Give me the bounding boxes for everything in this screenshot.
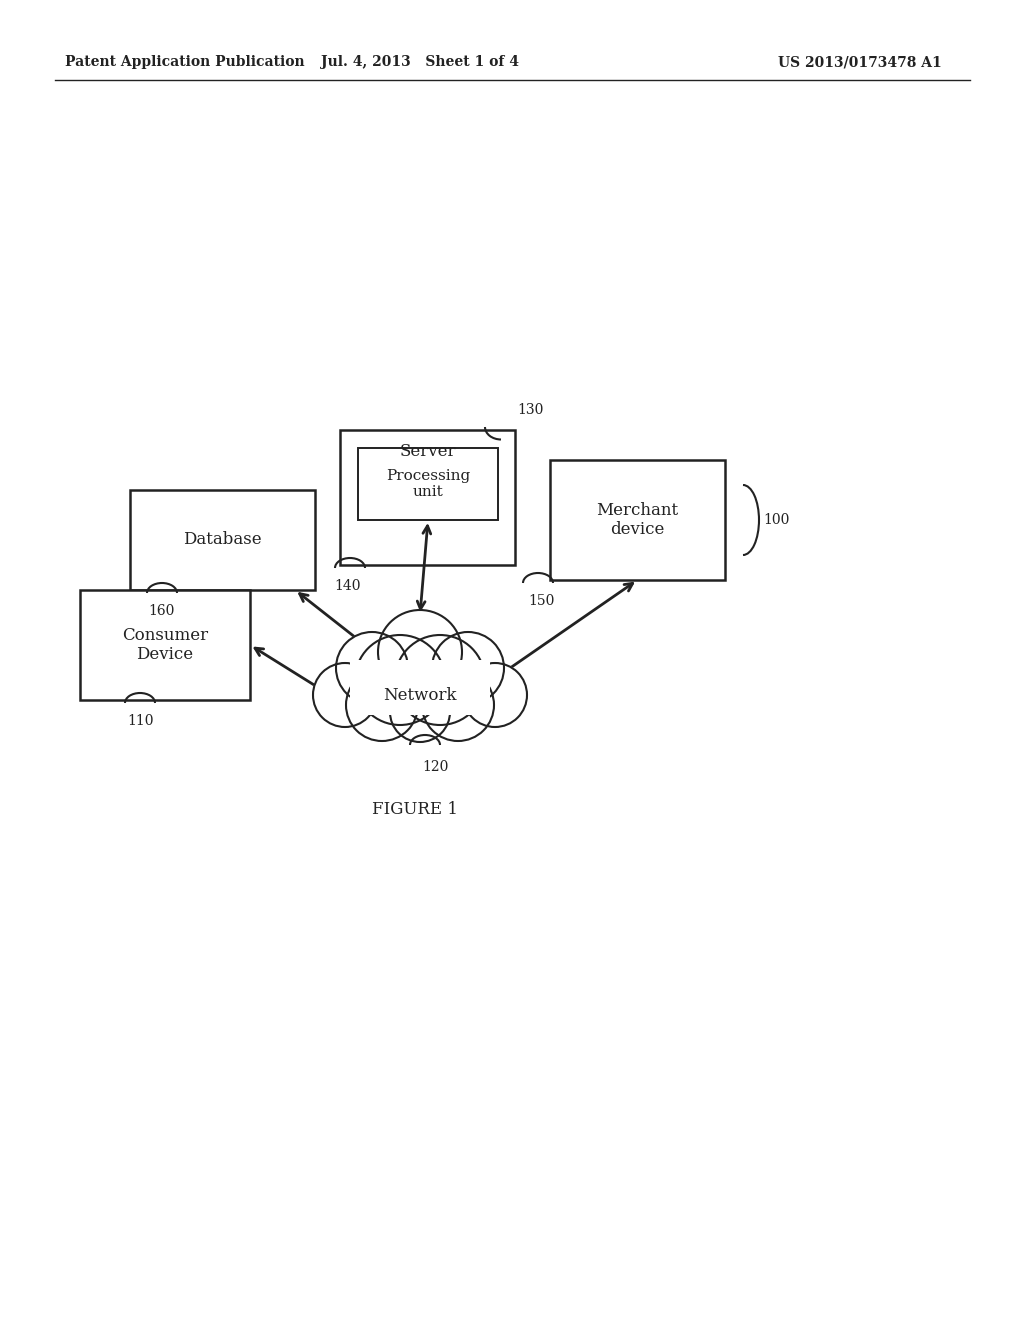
Text: Server: Server xyxy=(399,444,456,461)
Text: 100: 100 xyxy=(763,513,790,527)
Text: 150: 150 xyxy=(528,594,554,609)
Circle shape xyxy=(355,635,445,725)
Circle shape xyxy=(395,635,485,725)
Text: 140: 140 xyxy=(334,579,360,593)
Text: Database: Database xyxy=(183,532,262,549)
Bar xyxy=(550,459,725,579)
Text: Patent Application Publication: Patent Application Publication xyxy=(65,55,304,69)
Bar xyxy=(130,490,315,590)
Text: 110: 110 xyxy=(127,714,154,729)
Bar xyxy=(340,430,515,565)
Circle shape xyxy=(378,610,462,694)
Text: FIGURE 1: FIGURE 1 xyxy=(372,801,458,818)
Text: 120: 120 xyxy=(422,760,449,774)
Text: Consumer
Device: Consumer Device xyxy=(122,627,208,663)
Text: Jul. 4, 2013   Sheet 1 of 4: Jul. 4, 2013 Sheet 1 of 4 xyxy=(321,55,519,69)
Circle shape xyxy=(422,669,494,741)
Text: Processing
unit: Processing unit xyxy=(386,469,470,499)
Text: Network: Network xyxy=(383,686,457,704)
Circle shape xyxy=(432,632,504,704)
Circle shape xyxy=(313,663,377,727)
Bar xyxy=(80,590,250,700)
Bar xyxy=(358,447,498,520)
Text: US 2013/0173478 A1: US 2013/0173478 A1 xyxy=(778,55,942,69)
Circle shape xyxy=(390,682,450,742)
Circle shape xyxy=(463,663,527,727)
Circle shape xyxy=(346,669,418,741)
Text: 130: 130 xyxy=(517,403,544,417)
Text: Merchant
device: Merchant device xyxy=(596,502,679,539)
Circle shape xyxy=(336,632,408,704)
Text: 160: 160 xyxy=(148,605,174,618)
Bar xyxy=(350,660,490,715)
